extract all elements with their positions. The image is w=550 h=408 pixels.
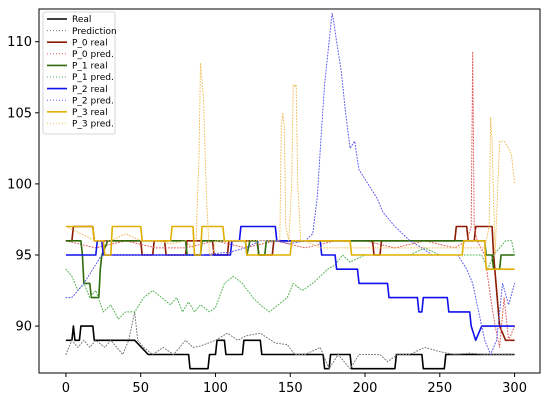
x-tick-label: 300 (502, 381, 527, 396)
series-layer (65, 12, 516, 370)
legend-label-real: Real (72, 15, 91, 25)
x-tick-label: 150 (278, 381, 303, 396)
y-tick-label: 95 (15, 248, 32, 263)
legend-label-p-2-real: P_2 real (72, 85, 108, 95)
series-line-real (65, 325, 515, 370)
x-tick-label: 50 (132, 381, 149, 396)
series-line-p-2-pred (65, 12, 516, 355)
y-tick-label: 100 (7, 177, 32, 192)
x-tick-label: 250 (427, 381, 452, 396)
legend-label-p-3-pred: P_3 pred. (72, 120, 114, 130)
legend-label-prediction: Prediction (72, 27, 117, 37)
series-line-p-2-real (65, 225, 515, 342)
series-line-p-3-real (65, 225, 515, 270)
series-line-prediction (65, 311, 516, 370)
y-axis: 90 95 100 105 110 (7, 35, 39, 335)
legend-label-p-3-real: P_3 real (72, 108, 108, 118)
series-line-p-3-pred (65, 62, 516, 256)
x-axis: 0 50 100 150 200 250 300 (62, 373, 527, 396)
legend-label-p-1-pred: P_1 pred. (72, 73, 114, 83)
y-tick-label: 90 (15, 320, 32, 335)
plot-frame (38, 8, 541, 374)
series-line-p-0-pred (65, 51, 516, 348)
y-tick-label: 110 (7, 35, 32, 50)
x-tick-label: 200 (353, 381, 378, 396)
legend-label-p-1-real: P_1 real (72, 62, 108, 72)
legend-label-p-0-pred: P_0 pred. (72, 50, 114, 60)
series-line-p-1-pred (65, 240, 516, 320)
y-tick-label: 105 (7, 106, 32, 121)
x-tick-label: 100 (203, 381, 228, 396)
legend-label-p-0-real: P_0 real (72, 38, 108, 48)
legend-label-p-2-pred: P_2 pred. (72, 96, 114, 106)
x-tick-label: 0 (62, 381, 70, 396)
